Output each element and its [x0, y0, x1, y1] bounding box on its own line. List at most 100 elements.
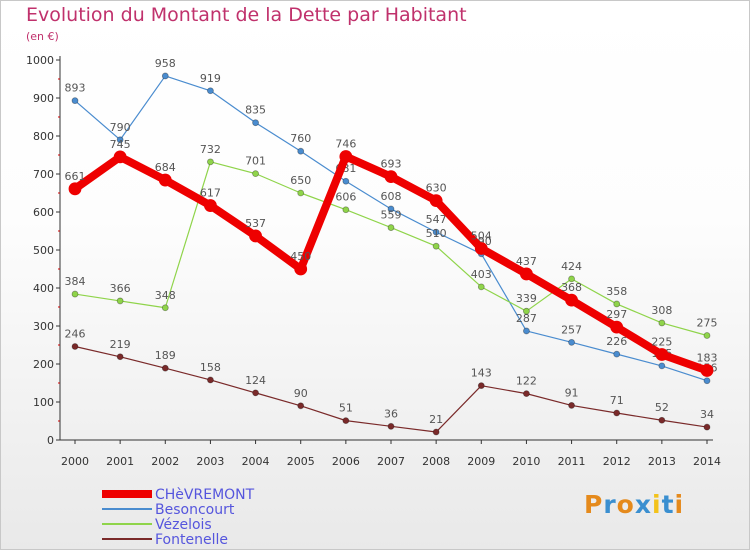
legend-label-ch-vremont: CHèVREMONT	[155, 487, 255, 503]
data-point-ch-vremont	[249, 229, 262, 243]
data-point-v-zelois	[703, 332, 711, 339]
data-label-besoncourt: 608	[381, 190, 402, 203]
chart-title: Evolution du Montant de la Dette par Hab…	[26, 4, 467, 26]
y-tick-label: 700	[33, 168, 54, 181]
y-tick-label: 200	[33, 358, 54, 371]
data-label-v-zelois: 606	[335, 191, 356, 204]
data-point-besoncourt	[658, 362, 666, 370]
data-label-besoncourt: 958	[155, 57, 176, 70]
x-tick-label: 2003	[196, 455, 224, 468]
data-label-ch-vremont: 183	[697, 351, 718, 364]
data-label-besoncourt: 287	[516, 312, 537, 325]
data-point-fontenelle	[477, 382, 485, 390]
data-label-fontenelle: 71	[610, 394, 624, 407]
data-label-v-zelois: 403	[471, 268, 492, 281]
data-label-ch-vremont: 537	[245, 217, 266, 230]
data-point-fontenelle	[387, 422, 395, 430]
data-label-besoncourt: 835	[245, 104, 266, 117]
data-point-v-zelois	[523, 307, 530, 315]
data-label-ch-vremont: 630	[426, 182, 447, 195]
data-point-v-zelois	[613, 300, 621, 308]
data-point-ch-vremont	[113, 150, 127, 164]
y-tick-label: 500	[33, 244, 54, 257]
data-point-ch-vremont	[474, 242, 488, 255]
data-label-v-zelois: 366	[110, 282, 131, 295]
data-point-fontenelle	[613, 409, 621, 417]
x-tick-label: 2005	[287, 455, 315, 468]
data-point-fontenelle	[432, 428, 440, 436]
data-label-ch-vremont: 746	[335, 138, 356, 151]
legend-label-besoncourt: Besoncourt	[155, 502, 235, 518]
logo-letter: o	[616, 490, 635, 519]
data-label-besoncourt: 893	[65, 82, 86, 95]
data-label-ch-vremont: 225	[651, 336, 672, 349]
data-label-v-zelois: 510	[426, 227, 447, 240]
data-label-ch-vremont: 450	[290, 250, 311, 263]
data-point-fontenelle	[207, 376, 214, 384]
x-tick-label: 2006	[332, 455, 360, 468]
logo-letter: P	[584, 490, 604, 519]
x-tick-label: 2001	[106, 455, 134, 468]
y-tick-label: 1000	[26, 54, 54, 67]
data-label-besoncourt: 790	[110, 121, 131, 134]
data-point-besoncourt	[523, 327, 530, 335]
data-label-fontenelle: 52	[655, 401, 669, 414]
logo-letter: i	[674, 490, 685, 519]
data-point-besoncourt	[342, 177, 350, 185]
data-point-besoncourt	[161, 72, 169, 80]
data-label-v-zelois: 559	[381, 209, 402, 222]
data-point-besoncourt	[613, 350, 621, 358]
data-label-ch-vremont: 617	[200, 187, 221, 200]
data-point-ch-vremont	[700, 364, 714, 377]
data-point-besoncourt	[252, 119, 259, 127]
data-label-fontenelle: 158	[200, 361, 221, 374]
data-point-fontenelle	[568, 402, 575, 409]
data-label-fontenelle: 189	[155, 349, 176, 362]
data-point-v-zelois	[342, 206, 350, 214]
x-tick-label: 2013	[648, 455, 676, 468]
logo-letter: t	[661, 490, 675, 519]
data-point-v-zelois	[477, 283, 485, 291]
data-label-ch-vremont: 504	[471, 229, 492, 242]
data-label-v-zelois: 732	[200, 143, 221, 156]
x-tick-label: 2004	[242, 455, 270, 468]
data-label-v-zelois: 650	[290, 174, 311, 187]
chart-subtitle: (en €)	[26, 30, 59, 43]
data-label-fontenelle: 36	[384, 407, 398, 420]
logo-letter: i	[652, 490, 662, 519]
data-label-ch-vremont: 684	[155, 161, 176, 174]
x-tick-label: 2008	[422, 455, 450, 468]
data-label-ch-vremont: 368	[561, 281, 582, 294]
data-label-ch-vremont: 437	[516, 255, 537, 268]
data-label-ch-vremont: 693	[381, 158, 402, 171]
data-label-ch-vremont: 745	[110, 138, 131, 151]
data-point-ch-vremont	[429, 194, 443, 208]
data-point-fontenelle	[658, 416, 666, 424]
x-tick-label: 2002	[151, 455, 179, 468]
data-point-ch-vremont	[294, 262, 308, 276]
data-point-ch-vremont	[68, 182, 82, 196]
proxiti-logo: Proxiti	[584, 490, 684, 519]
data-point-fontenelle	[297, 402, 305, 410]
data-point-v-zelois	[252, 170, 259, 178]
data-label-fontenelle: 90	[294, 387, 308, 400]
data-point-fontenelle	[161, 364, 169, 372]
data-label-besoncourt: 547	[426, 213, 447, 226]
data-point-ch-vremont	[384, 170, 398, 184]
data-point-besoncourt	[703, 377, 711, 385]
x-tick-label: 2007	[377, 455, 405, 468]
data-point-v-zelois	[658, 319, 666, 327]
y-tick-label: 0	[47, 434, 54, 447]
x-tick-label: 2011	[558, 455, 586, 468]
legend-label-v-zelois: Vézelois	[155, 517, 212, 533]
data-point-fontenelle	[116, 353, 124, 361]
y-tick-label: 100	[33, 396, 54, 409]
y-tick-label: 600	[33, 206, 54, 219]
data-point-ch-vremont	[520, 267, 533, 281]
data-label-fontenelle: 51	[339, 402, 353, 415]
data-point-v-zelois	[116, 297, 124, 305]
data-point-besoncourt	[432, 228, 440, 236]
legend-label-fontenelle: Fontenelle	[155, 532, 228, 548]
